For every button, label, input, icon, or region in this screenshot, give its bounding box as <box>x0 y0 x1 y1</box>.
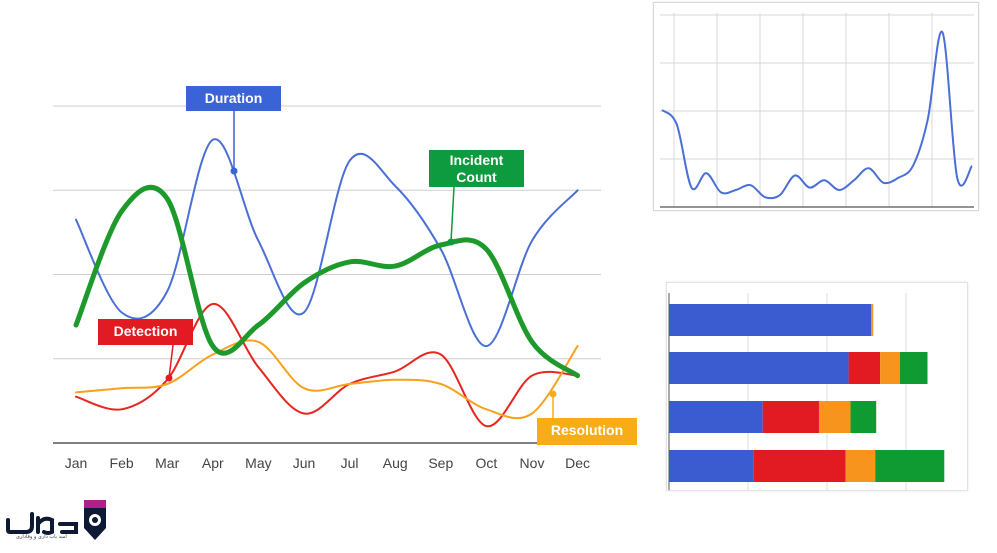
x-tick-label: May <box>245 455 271 471</box>
sparkline-series <box>661 30 973 200</box>
x-tick-label: Mar <box>155 455 179 471</box>
sparkline-grid <box>660 13 974 208</box>
callout-box <box>429 150 524 187</box>
bar-segment <box>845 450 876 482</box>
callout-marker <box>165 374 173 382</box>
stacked-bar-marks <box>669 304 945 482</box>
main-chart-callouts: Duration Incident Count Detection Resolution <box>98 86 637 445</box>
x-tick-label: Aug <box>383 455 408 471</box>
bar-segment <box>871 304 874 336</box>
callout-marker <box>230 167 238 175</box>
callout-incident-count: Incident Count <box>429 150 524 246</box>
bar-segment <box>669 352 849 384</box>
bar-segment <box>762 401 819 433</box>
x-tick-label: Jul <box>341 455 359 471</box>
callout-marker <box>549 390 557 398</box>
bar-segment <box>753 450 846 482</box>
x-tick-label: Feb <box>110 455 134 471</box>
main-chart-x-axis-labels: Jan Feb Mar Apr May Jun Jul Aug Sep Oct Nov Dec <box>65 455 590 471</box>
sparkline-panel <box>653 2 979 211</box>
bar-segment <box>880 352 900 384</box>
bar-segment <box>818 401 851 433</box>
callout-duration: Duration <box>186 86 281 175</box>
bar-segment <box>669 450 754 482</box>
callout-label: Resolution <box>551 422 623 438</box>
x-tick-label: Sep <box>428 455 453 471</box>
callout-label: Duration <box>205 90 263 106</box>
bar-segment <box>669 304 872 336</box>
callout-marker <box>447 238 455 246</box>
callout-detection: Detection <box>98 319 193 382</box>
callout-box <box>537 418 637 445</box>
logo-mark-icon <box>6 500 106 540</box>
x-tick-label: Apr <box>202 455 224 471</box>
x-tick-label: Nov <box>520 455 545 471</box>
callout-label: Incident Count <box>450 152 504 185</box>
callout-resolution: Resolution <box>537 390 637 445</box>
brand-logo: امید یاب داری و وفاداری <box>4 494 114 548</box>
bar-segment <box>850 401 877 433</box>
callout-label: Detection <box>114 323 178 339</box>
callout-box <box>186 86 281 111</box>
bar-segment <box>669 401 763 433</box>
x-tick-label: Dec <box>565 455 590 471</box>
x-tick-label: Jan <box>65 455 88 471</box>
series-line-resolution <box>75 339 579 420</box>
x-tick-label: Jun <box>293 455 316 471</box>
sparkline-chart <box>660 13 974 208</box>
x-tick-label: Oct <box>476 455 498 471</box>
stacked-bar-panel <box>666 282 968 491</box>
logo-tagline: امید یاب داری و وفاداری <box>16 534 67 540</box>
series-line-incident-count <box>73 184 581 379</box>
bar-segment <box>875 450 945 482</box>
bar-segment <box>848 352 881 384</box>
bar-segment <box>899 352 928 384</box>
callout-box <box>98 319 193 345</box>
stacked-bar-chart <box>668 293 945 490</box>
sparkline-series-line <box>661 30 973 200</box>
main-line-chart: Jan Feb Mar Apr May Jun Jul Aug Sep Oct Nov Dec Dur… <box>53 86 637 471</box>
